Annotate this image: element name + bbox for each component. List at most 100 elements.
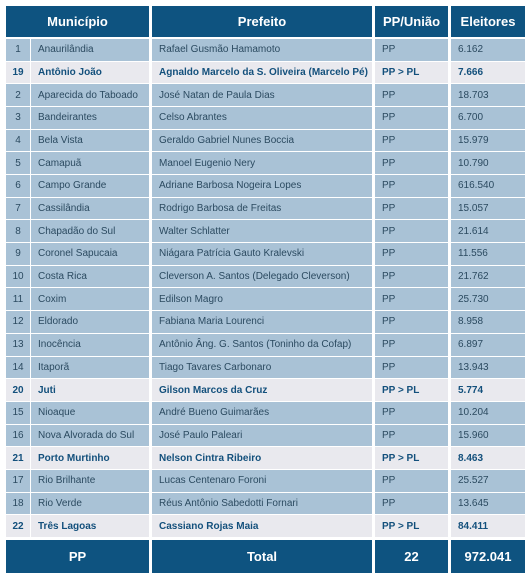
table-cell: 20 xyxy=(6,379,30,401)
table-cell: Antônio João xyxy=(31,61,149,84)
table-cell: 1 xyxy=(6,39,30,61)
table-cell: Antônio Âng. G. Santos (Toninho da Cofap… xyxy=(152,333,372,356)
table-cell: Agnaldo Marcelo da S. Oliveira (Marcelo … xyxy=(152,61,372,84)
table-cell: PP xyxy=(375,469,448,492)
table-cell: 10.790 xyxy=(451,152,525,175)
table-cell: 15 xyxy=(6,401,30,424)
table-cell: José Paulo Paleari xyxy=(152,424,372,447)
table-cell: Juti xyxy=(31,379,149,401)
table-cell: 10.204 xyxy=(451,401,525,424)
table-cell: 15.057 xyxy=(451,197,525,220)
table-cell: 7.666 xyxy=(451,61,525,84)
table-cell: Três Lagoas xyxy=(31,515,149,537)
table-cell: 15.960 xyxy=(451,424,525,447)
table-cell: PP xyxy=(375,243,448,265)
table-cell: Nova Alvorada do Sul xyxy=(31,424,149,447)
table-cell: PP xyxy=(375,401,448,424)
table-cell: Geraldo Gabriel Nunes Boccia xyxy=(152,129,372,152)
table-cell: PP xyxy=(375,333,448,356)
table-cell: PP > PL xyxy=(375,61,448,84)
total-cell: 972.041 xyxy=(451,539,525,573)
table-cell: 21 xyxy=(6,447,30,469)
table-cell: 15.979 xyxy=(451,129,525,152)
table-cell: PP xyxy=(375,107,448,129)
table-cell: Rio Brilhante xyxy=(31,469,149,492)
table-cell: PP xyxy=(375,175,448,197)
table-cell: 13.943 xyxy=(451,356,525,379)
table-cell: 6.897 xyxy=(451,333,525,356)
table-cell: Camapuã xyxy=(31,152,149,175)
table-cell: PP xyxy=(375,39,448,61)
table-cell: 2 xyxy=(6,84,30,107)
table-cell: PP xyxy=(375,311,448,333)
table-cell: Chapadão do Sul xyxy=(31,220,149,243)
header-cell: Município xyxy=(6,6,149,37)
table-cell: Aparecida do Taboado xyxy=(31,84,149,107)
table-cell: Niágara Patrícia Gauto Kralevski xyxy=(152,243,372,265)
table-cell: Itaporã xyxy=(31,356,149,379)
table-cell: Coxim xyxy=(31,288,149,311)
table-cell: PP xyxy=(375,288,448,311)
table-cell: Bela Vista xyxy=(31,129,149,152)
table-cell: Cassiano Rojas Maia xyxy=(152,515,372,537)
table-cell: PP xyxy=(375,220,448,243)
table-cell: 84.411 xyxy=(451,515,525,537)
table-cell: Bandeirantes xyxy=(31,107,149,129)
table-cell: Rodrigo Barbosa de Freitas xyxy=(152,197,372,220)
table-cell: Anaurilândia xyxy=(31,39,149,61)
table-cell: 7 xyxy=(6,197,30,220)
table-cell: 616.540 xyxy=(451,175,525,197)
table-cell: 6.162 xyxy=(451,39,525,61)
total-cell: 22 xyxy=(375,539,448,573)
table-cell: 10 xyxy=(6,265,30,288)
table-cell: 13.645 xyxy=(451,492,525,515)
table-cell: PP xyxy=(375,356,448,379)
table-cell: Manoel Eugenio Nery xyxy=(152,152,372,175)
table-cell: 22 xyxy=(6,515,30,537)
table-cell: Eldorado xyxy=(31,311,149,333)
table-cell: PP xyxy=(375,129,448,152)
table-cell: Porto Murtinho xyxy=(31,447,149,469)
table-cell: PP > PL xyxy=(375,515,448,537)
table-cell: Costa Rica xyxy=(31,265,149,288)
table-cell: 11 xyxy=(6,288,30,311)
table-cell: PP xyxy=(375,265,448,288)
table-cell: 6 xyxy=(6,175,30,197)
table-cell: Tiago Tavares Carbonaro xyxy=(152,356,372,379)
table-cell: José Natan de Paula Dias xyxy=(152,84,372,107)
table-cell: PP xyxy=(375,152,448,175)
table-cell: Edilson Magro xyxy=(152,288,372,311)
table-cell: PP > PL xyxy=(375,447,448,469)
table-cell: Lucas Centenaro Foroni xyxy=(152,469,372,492)
table-cell: Campo Grande xyxy=(31,175,149,197)
table-cell: 19 xyxy=(6,61,30,84)
table-cell: 3 xyxy=(6,107,30,129)
table-cell: André Bueno Guimarães xyxy=(152,401,372,424)
table-cell: Celso Abrantes xyxy=(152,107,372,129)
table-cell: 8 xyxy=(6,220,30,243)
table-cell: PP xyxy=(375,197,448,220)
table-cell: 5.774 xyxy=(451,379,525,401)
table-cell: 5 xyxy=(6,152,30,175)
table-cell: 14 xyxy=(6,356,30,379)
table-cell: 21.762 xyxy=(451,265,525,288)
table-cell: 17 xyxy=(6,469,30,492)
header-cell: Eleitores xyxy=(451,6,525,37)
table-cell: Gilson Marcos da Cruz xyxy=(152,379,372,401)
table-cell: 25.730 xyxy=(451,288,525,311)
table-cell: Adriane Barbosa Nogeira Lopes xyxy=(152,175,372,197)
table-cell: Nelson Cintra Ribeiro xyxy=(152,447,372,469)
total-cell: Total xyxy=(152,539,372,573)
table-cell: 6.700 xyxy=(451,107,525,129)
table-cell: Fabiana Maria Lourenci xyxy=(152,311,372,333)
table-cell: 21.614 xyxy=(451,220,525,243)
table-cell: 11.556 xyxy=(451,243,525,265)
table-cell: 16 xyxy=(6,424,30,447)
table-cell: Inocência xyxy=(31,333,149,356)
table-cell: Coronel Sapucaia xyxy=(31,243,149,265)
table-cell: 12 xyxy=(6,311,30,333)
table-cell: 8.463 xyxy=(451,447,525,469)
table-cell: 25.527 xyxy=(451,469,525,492)
header-cell: Prefeito xyxy=(152,6,372,37)
